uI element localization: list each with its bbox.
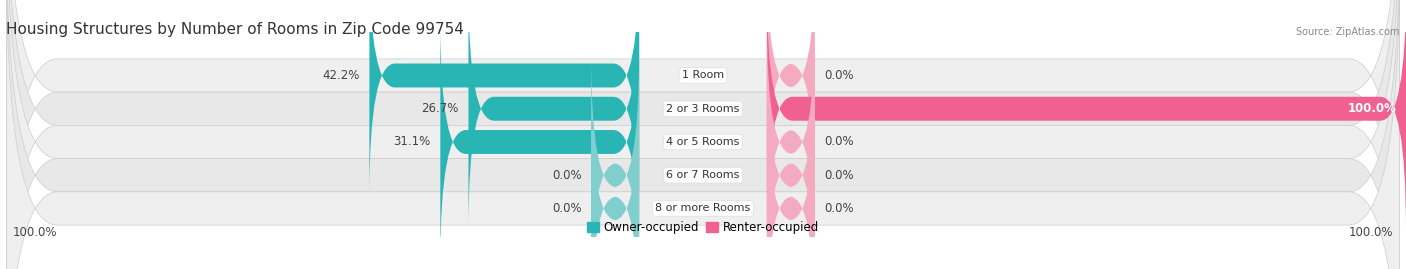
Text: 1 Room: 1 Room (682, 70, 724, 80)
Text: 0.0%: 0.0% (553, 202, 582, 215)
FancyBboxPatch shape (766, 0, 1406, 230)
Text: 0.0%: 0.0% (553, 169, 582, 182)
FancyBboxPatch shape (766, 21, 815, 263)
Text: 100.0%: 100.0% (13, 226, 58, 239)
Text: 0.0%: 0.0% (824, 136, 853, 148)
FancyBboxPatch shape (591, 87, 640, 269)
FancyBboxPatch shape (7, 0, 1399, 269)
FancyBboxPatch shape (440, 21, 640, 263)
FancyBboxPatch shape (766, 0, 815, 196)
FancyBboxPatch shape (766, 87, 815, 269)
Text: 0.0%: 0.0% (824, 169, 853, 182)
FancyBboxPatch shape (7, 0, 1399, 269)
FancyBboxPatch shape (370, 0, 640, 196)
Text: 0.0%: 0.0% (824, 69, 853, 82)
Text: 100.0%: 100.0% (1348, 226, 1393, 239)
FancyBboxPatch shape (591, 54, 640, 269)
FancyBboxPatch shape (766, 54, 815, 269)
FancyBboxPatch shape (7, 0, 1399, 269)
FancyBboxPatch shape (7, 0, 1399, 269)
Text: 6 or 7 Rooms: 6 or 7 Rooms (666, 170, 740, 180)
Text: 100.0%: 100.0% (1347, 102, 1396, 115)
Legend: Owner-occupied, Renter-occupied: Owner-occupied, Renter-occupied (582, 217, 824, 239)
Text: Source: ZipAtlas.com: Source: ZipAtlas.com (1296, 27, 1399, 37)
Text: 2 or 3 Rooms: 2 or 3 Rooms (666, 104, 740, 114)
Text: 0.0%: 0.0% (824, 202, 853, 215)
Text: 31.1%: 31.1% (394, 136, 430, 148)
Text: 26.7%: 26.7% (422, 102, 458, 115)
Text: 8 or more Rooms: 8 or more Rooms (655, 203, 751, 214)
FancyBboxPatch shape (468, 0, 640, 230)
Text: 4 or 5 Rooms: 4 or 5 Rooms (666, 137, 740, 147)
Text: 42.2%: 42.2% (322, 69, 360, 82)
Text: Housing Structures by Number of Rooms in Zip Code 99754: Housing Structures by Number of Rooms in… (7, 22, 464, 37)
FancyBboxPatch shape (7, 0, 1399, 269)
